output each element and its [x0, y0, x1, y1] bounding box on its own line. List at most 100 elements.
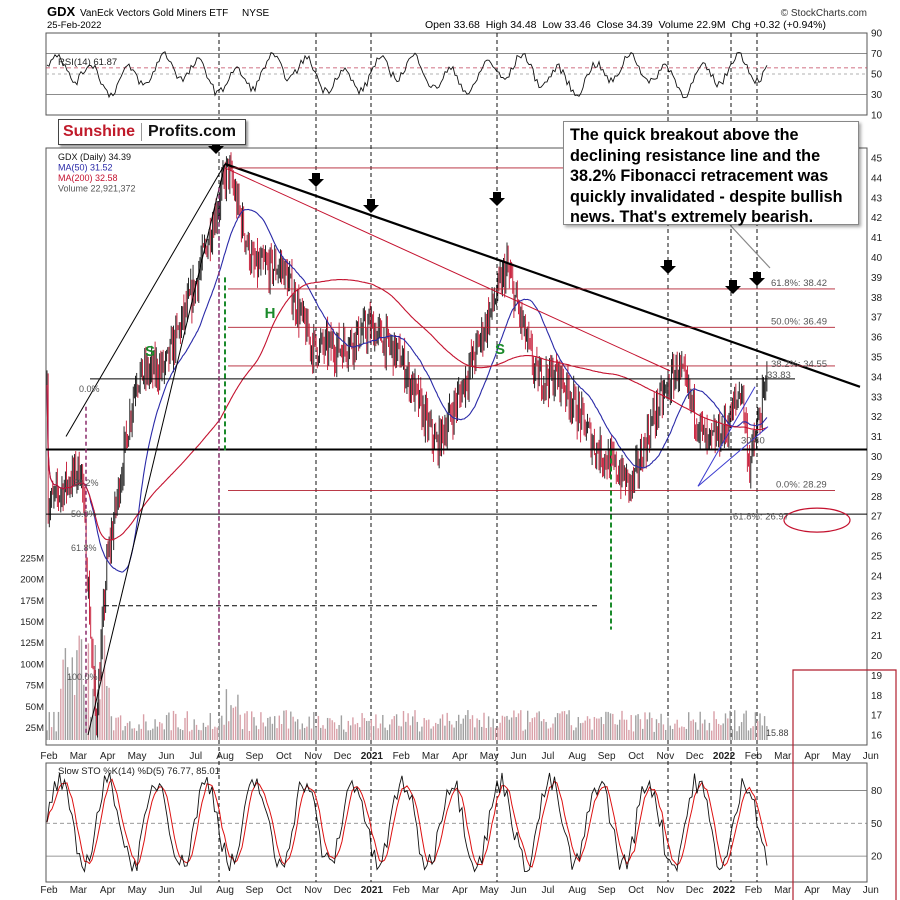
month-label: Sep — [246, 751, 264, 762]
price-tick-label: 21 — [871, 631, 883, 642]
price-legend-item: GDX (Daily) 34.39 — [58, 152, 131, 162]
price-tick-label: 34 — [871, 372, 883, 383]
down-arrow-icon — [363, 199, 379, 213]
month-label: May — [832, 751, 851, 762]
month-label: May — [480, 751, 499, 762]
month-label: 2022 — [713, 751, 736, 762]
sto-k-line — [46, 772, 768, 873]
price-tick-label: 43 — [871, 193, 883, 204]
volume-tick-label: 150M — [20, 617, 44, 628]
price-panel-frame — [45, 147, 868, 746]
axes-labels: 1617181920212223242526272829303132333435… — [20, 29, 882, 897]
price-tick-label: 44 — [871, 173, 883, 184]
price-tick-label: 30 — [871, 452, 883, 463]
blue-channel-line — [697, 426, 769, 487]
stockcharts-credit: © StockCharts.com — [781, 8, 867, 19]
stochastic-plot — [46, 772, 768, 873]
price-tick-label: 41 — [871, 233, 883, 244]
month-label: Jun — [511, 751, 527, 762]
volume-tick-label: 200M — [20, 575, 44, 586]
month-label-bottom: Feb — [745, 885, 763, 896]
volume-tick-label: 50M — [26, 702, 45, 713]
rsi-tick-label: 70 — [871, 49, 883, 60]
month-label: Feb — [745, 751, 763, 762]
price-tick-label: 23 — [871, 591, 883, 602]
fib-left-label: 61.8% — [71, 543, 97, 553]
month-label: Feb — [393, 751, 411, 762]
price-tick-label: 27 — [871, 512, 883, 523]
sunshine-profits-logo: Sunshine Profits.com — [58, 119, 246, 145]
trend-lines — [46, 162, 867, 736]
price-tick-label: 39 — [871, 273, 883, 284]
month-label: Jul — [542, 751, 555, 762]
price-tick-label: 45 — [871, 153, 883, 164]
down-arrow-icon — [725, 280, 741, 294]
fib-left-label: 50.0% — [71, 509, 97, 519]
sto-panel-frame — [45, 762, 868, 883]
ma50-line — [46, 208, 768, 573]
volume-tick-label: 225M — [20, 553, 44, 564]
price-tick-label: 37 — [871, 313, 883, 324]
month-label-bottom: Oct — [628, 885, 644, 896]
month-label: 2021 — [361, 751, 384, 762]
ohlc-readout: Open 33.68 High 34.48 Low 33.46 Close 34… — [425, 19, 826, 31]
month-label-bottom: 2021 — [361, 885, 384, 896]
month-label: Dec — [686, 751, 704, 762]
fib-level-label: 38.2%: 34.55 — [771, 359, 827, 370]
pattern-label-s: S — [145, 343, 155, 360]
red-declining-line — [224, 167, 671, 372]
month-label-bottom: Sep — [246, 885, 264, 896]
month-label-bottom: May — [480, 885, 499, 896]
ticker-name: VanEck Vectors Gold Miners ETF — [80, 8, 228, 19]
price-tick-label: 17 — [871, 711, 883, 722]
price-tick-label: 36 — [871, 333, 883, 344]
price-tick-label: 32 — [871, 412, 883, 423]
month-label-bottom: May — [128, 885, 147, 896]
month-label: Sep — [598, 751, 616, 762]
month-label-bottom: Sep — [598, 885, 616, 896]
price-tick-label: 33 — [871, 392, 883, 403]
rsi-tick-label: 50 — [871, 70, 883, 81]
price-tick-label: 19 — [871, 671, 883, 682]
volume-last-label: 15.88 — [766, 728, 789, 738]
fib-left-label: 38.2% — [73, 478, 99, 488]
rsi-legend: RSI(14) 61.87 — [58, 57, 117, 68]
month-label: Oct — [276, 751, 292, 762]
month-label: Oct — [628, 751, 644, 762]
month-label-bottom: Mar — [774, 885, 792, 896]
pattern-label-h: H — [265, 305, 276, 322]
price-legend-item: MA(50) 31.52 — [58, 163, 113, 173]
price-tick-label: 25 — [871, 551, 883, 562]
month-label-bottom: Aug — [216, 885, 234, 896]
down-arrow-icon — [660, 260, 676, 274]
volume-tick-label: 25M — [26, 723, 45, 734]
volume-bars: 15.88 — [46, 635, 789, 740]
month-label: Aug — [568, 751, 586, 762]
month-label-bottom: Nov — [656, 885, 674, 896]
price-tick-label: 35 — [871, 352, 883, 363]
month-label-bottom: Apr — [100, 885, 116, 896]
ma200-line — [46, 278, 768, 541]
month-label: Aug — [216, 751, 234, 762]
volume-tick-label: 175M — [20, 596, 44, 607]
price-tick-label: 22 — [871, 611, 883, 622]
month-label: Jun — [158, 751, 174, 762]
down-arrow-icon — [308, 173, 324, 187]
month-label-bottom: Apr — [804, 885, 820, 896]
month-label: Mar — [774, 751, 792, 762]
month-label: Feb — [40, 751, 58, 762]
price-legend-item: MA(200) 32.58 — [58, 173, 118, 183]
down-arrow-icon — [489, 192, 505, 206]
month-label: Jul — [189, 751, 202, 762]
month-label: Dec — [334, 751, 352, 762]
rsi-tick-label: 10 — [871, 111, 883, 122]
grid-lines — [46, 53, 867, 857]
month-label-bottom: Oct — [276, 885, 292, 896]
fib-level-label: 50.0%: 36.49 — [771, 316, 827, 327]
month-label-bottom: Nov — [304, 885, 322, 896]
month-label: Mar — [422, 751, 440, 762]
volume-tick-label: 125M — [20, 638, 44, 649]
